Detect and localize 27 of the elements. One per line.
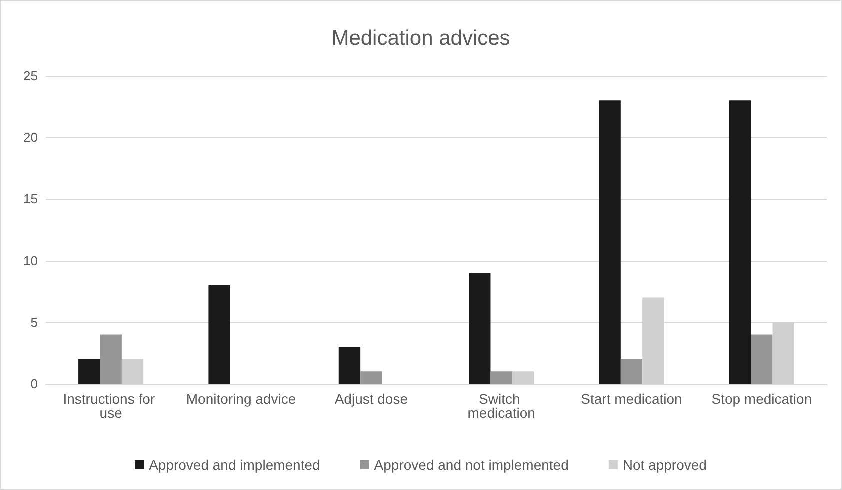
bar [729,100,752,384]
x-tick-label: Start medication [581,391,682,407]
legend-label: Not approved [622,457,707,473]
chart-title: Medication advices [332,27,510,50]
y-tick-label: 5 [30,314,38,330]
x-tick-label: Instructions for use [63,391,159,421]
bar [208,285,230,384]
bar [490,372,512,384]
bar [338,347,361,384]
x-tick-label: Stop medication [712,391,812,407]
x-tick-label: Adjust dose [334,391,408,407]
bar [469,273,491,384]
y-tick-label: 0 [30,376,38,392]
bar [620,359,643,384]
y-tick-label: 15 [24,192,38,207]
y-tick-label: 10 [24,253,38,268]
legend-label: Approved and not implemented [374,457,569,473]
bar [599,100,621,384]
y-tick-label: 20 [24,130,38,146]
legend-label: Approved and implemented [149,457,320,473]
x-tick-label: Switch medication [468,391,536,421]
bar [78,359,100,384]
bar [751,334,773,384]
bar [360,372,382,384]
bar [100,334,122,384]
x-tick-label: Monitoring advice [186,391,296,407]
y-tick-label: 25 [24,68,38,84]
